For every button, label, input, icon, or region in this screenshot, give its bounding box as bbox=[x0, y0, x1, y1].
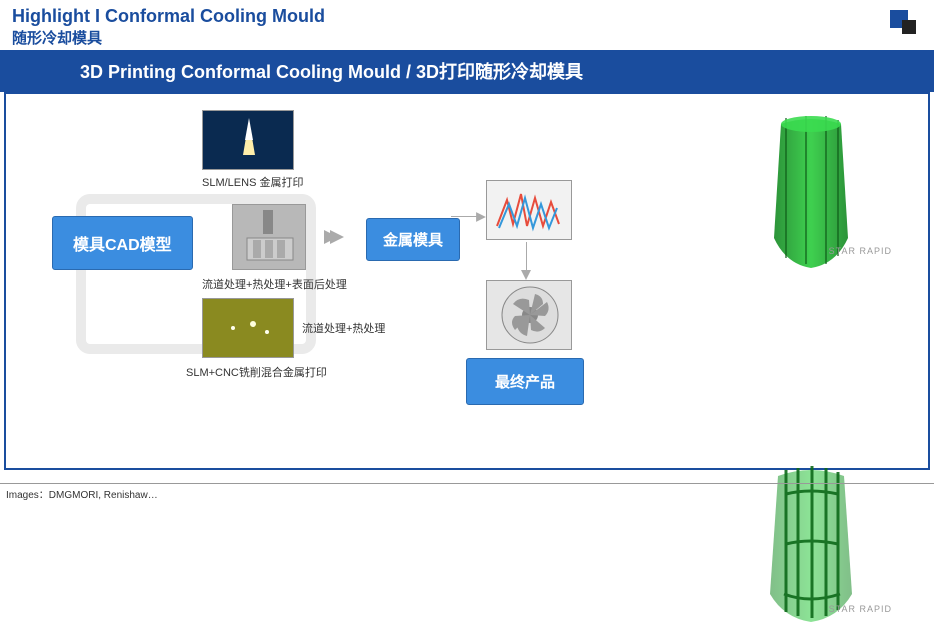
image-fan-product bbox=[486, 280, 572, 350]
node-cad-model: 模具CAD模型 bbox=[52, 216, 193, 270]
subtitle-bar: 3D Printing Conformal Cooling Mould / 3D… bbox=[0, 50, 934, 92]
connector-vline bbox=[526, 242, 527, 272]
node-metal-mould: 金属模具 bbox=[366, 218, 460, 261]
arrow-to-metal-mould-icon-2 bbox=[330, 230, 344, 244]
image-hybrid-print bbox=[202, 298, 294, 358]
title-chinese: 随形冷却模具 bbox=[12, 27, 325, 48]
caption-post-process-1: 流道处理+热处理+表面后处理 bbox=[202, 276, 347, 292]
header-titles: Highlight I Conformal Cooling Mould 随形冷却… bbox=[12, 6, 325, 48]
corner-logo-icon bbox=[886, 6, 922, 42]
content-frame: SLM/LENS 金属打印 模具CAD模型 流道处理+热处理+表面后处理 流道处… bbox=[4, 92, 930, 470]
node-final-product: 最终产品 bbox=[466, 358, 584, 405]
title-english: Highlight I Conformal Cooling Mould bbox=[12, 6, 325, 27]
image-credits: Images：DMGMORI, Renishaw… bbox=[0, 483, 934, 503]
arrow-down-icon bbox=[521, 270, 531, 280]
caption-slm-cnc: SLM+CNC铣削混合金属打印 bbox=[186, 364, 327, 380]
watermark-top: STAR RAPID bbox=[829, 246, 892, 256]
image-cnc-machining bbox=[232, 204, 306, 270]
image-green-mould-bottom: STAR RAPID bbox=[726, 454, 896, 630]
arrow-to-render-icon bbox=[476, 212, 486, 222]
image-slm-spark bbox=[202, 110, 294, 170]
watermark-bottom: STAR RAPID bbox=[829, 604, 892, 614]
image-green-mould-top: STAR RAPID bbox=[726, 108, 896, 276]
caption-slm-lens: SLM/LENS 金属打印 bbox=[202, 174, 303, 190]
caption-post-process-2: 流道处理+热处理 bbox=[302, 320, 385, 336]
image-mould-render bbox=[486, 180, 572, 240]
slide-header: Highlight I Conformal Cooling Mould 随形冷却… bbox=[0, 0, 934, 50]
